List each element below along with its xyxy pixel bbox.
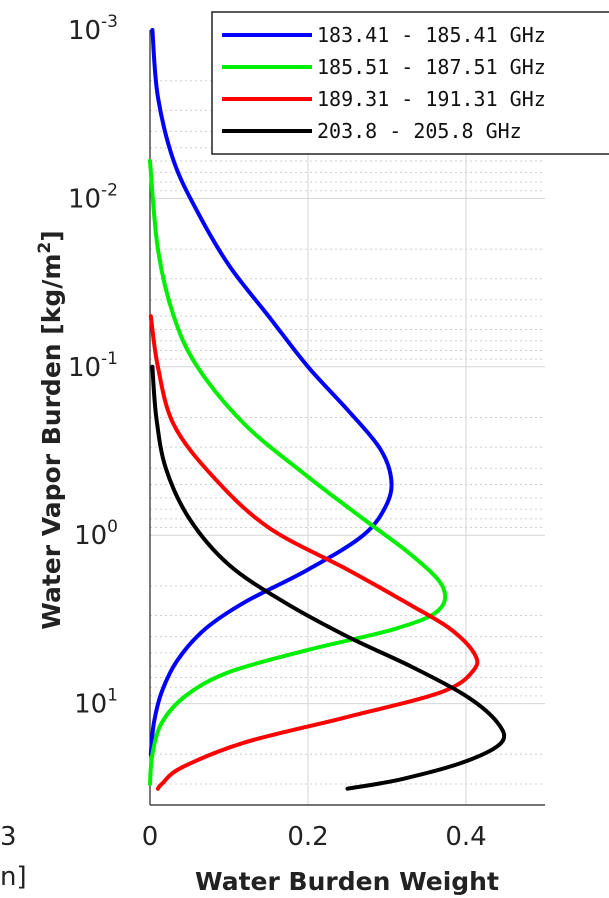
y-axis-title-text: Water Vapor Burden [kg/m xyxy=(37,254,66,630)
x-tick-label-2: 0.4 xyxy=(445,822,486,852)
y-tick-label-2: 10-1 xyxy=(68,349,118,383)
clipped-tick-fragment: 3 xyxy=(0,822,17,852)
series-group xyxy=(148,28,507,791)
y-tick-label-3: 100 xyxy=(74,517,118,551)
legend-label-3: 203.8 - 205.8 GHz xyxy=(317,119,522,143)
series-line-2 xyxy=(148,314,480,791)
x-tick-label-1: 0.2 xyxy=(287,822,328,852)
series-line-0 xyxy=(148,28,394,757)
legend-label-1: 185.51 - 187.51 GHz xyxy=(317,55,546,79)
y-tick-label-0: 10-3 xyxy=(68,12,118,46)
series-line-3 xyxy=(150,364,507,791)
y-axis-title-close: ] xyxy=(37,230,66,241)
y-axis-title-sup: 2 xyxy=(35,242,55,254)
y-axis-title: Water Vapor Burden [kg/m2] xyxy=(35,230,66,629)
clipped-label-fragment: n] xyxy=(0,862,27,892)
x-axis-title: Water Burden Weight xyxy=(195,867,499,896)
x-tick-label-0: 0 xyxy=(142,822,159,852)
x-tick-labels: 0 0.2 0.4 xyxy=(142,822,487,852)
y-tick-label-1: 10-2 xyxy=(68,180,118,214)
legend: 183.41 - 185.41 GHz 185.51 - 187.51 GHz 18… xyxy=(211,11,609,155)
legend-label-0: 183.41 - 185.41 GHz xyxy=(317,23,546,47)
legend-label-2: 189.31 - 191.31 GHz xyxy=(317,87,546,111)
svg-text:Water Vapor Burden [kg/m2]: Water Vapor Burden [kg/m2] xyxy=(35,230,66,629)
series-line-1 xyxy=(148,159,448,786)
y-tick-labels: 10-3 10-2 10-1 100 101 xyxy=(68,12,118,720)
y-tick-label-4: 101 xyxy=(74,686,118,720)
